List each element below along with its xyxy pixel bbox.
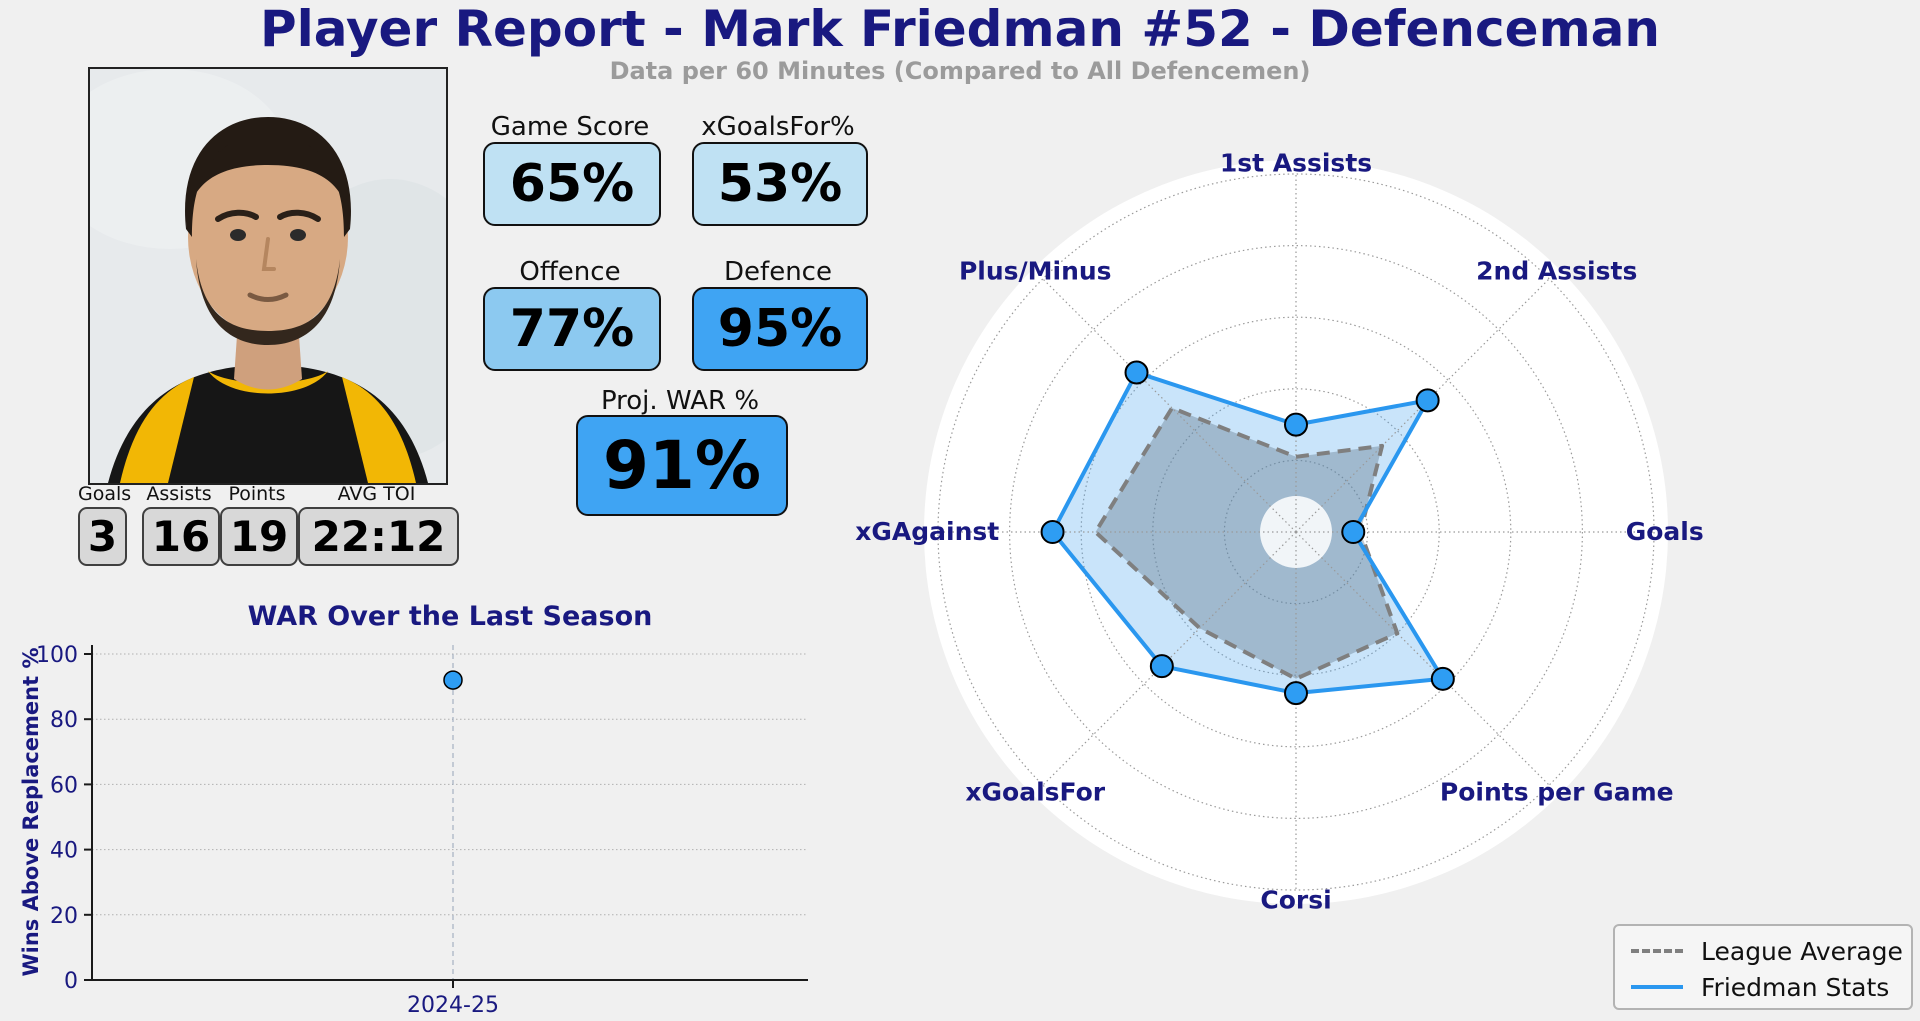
war-ytick: 0 xyxy=(64,969,78,994)
radar-marker-friedman xyxy=(1124,360,1149,385)
legend-label-friedman-stats: Friedman Stats xyxy=(1701,972,1890,1002)
radar-axis-label: xGoalsFor xyxy=(965,778,1105,807)
radar-marker-friedman xyxy=(1284,681,1308,706)
legend-dashed-line xyxy=(1631,949,1683,953)
legend-label-league-average: League Average xyxy=(1701,936,1903,966)
stat-label-xgoalsfor-pct: xGoalsFor% xyxy=(701,112,855,142)
war-chart-title: WAR Over the Last Season xyxy=(248,601,653,632)
player-photo xyxy=(88,67,448,485)
stat-label-defence: Defence xyxy=(724,257,832,287)
radar-marker-friedman xyxy=(1341,520,1366,544)
war-ytick: 20 xyxy=(50,904,78,929)
radar-axis-label: Points per Game xyxy=(1440,778,1674,807)
stat-box-proj-war: 91% xyxy=(576,415,788,516)
count-box-points: 19 xyxy=(220,507,298,566)
war-xtick: 2024-25 xyxy=(407,993,499,1018)
count-box-assists: 16 xyxy=(142,507,220,566)
war-ytick: 80 xyxy=(50,708,78,733)
page-title: Player Report - Mark Friedman #52 - Defe… xyxy=(259,0,1661,58)
radar-marker-friedman xyxy=(1284,412,1308,437)
war-data-point xyxy=(443,670,463,690)
radar-line-league xyxy=(1093,406,1400,681)
count-box-avg-toi: 22:12 xyxy=(298,507,459,566)
radar-chart: 1st Assists 2nd Assists Goals Points per Ga… xyxy=(840,110,1740,990)
war-scatter-svg: 0 20 40 60 80 100 2024-25 WAR Over the Last Sea… xyxy=(19,601,808,1018)
radar-legend: League Average Friedman Stats xyxy=(1613,924,1913,1010)
legend-solid-line xyxy=(1631,985,1683,989)
radar-axis-label: Plus/Minus xyxy=(959,256,1112,285)
radar-fill-friedman xyxy=(1052,372,1443,694)
stat-label-game-score: Game Score xyxy=(490,112,650,142)
legend-item-friedman-stats: Friedman Stats xyxy=(1631,972,1889,1002)
radar-axis-label: 1st Assists xyxy=(1220,148,1372,177)
stat-box-game-score: 65% xyxy=(483,142,661,226)
player-photo-art xyxy=(90,69,446,483)
war-ylabel: Wins Above Replacement % xyxy=(20,647,43,976)
radar-fill-league xyxy=(1095,408,1398,679)
radar-axis-label: 2nd Assists xyxy=(1476,256,1637,285)
radar-axis-label: Goals xyxy=(1626,517,1704,546)
radar-axis-label: Corsi xyxy=(1260,886,1331,915)
war-ytick: 100 xyxy=(36,643,78,668)
stat-box-xgoalsfor-pct: 53% xyxy=(692,142,868,226)
stat-label-proj-war: Proj. WAR % xyxy=(600,386,760,416)
legend-item-league-average: League Average xyxy=(1631,936,1903,966)
radar-axis-label: xGAgainst xyxy=(855,517,999,546)
stat-box-defence: 95% xyxy=(692,287,868,371)
count-label-avg-toi: AVG TOI xyxy=(337,483,416,505)
count-label-goals: Goals xyxy=(78,483,132,505)
page-subtitle: Data per 60 Minutes (Compared to All Def… xyxy=(609,57,1311,85)
count-label-assists: Assists xyxy=(146,483,212,505)
radar-svg: 1st Assists 2nd Assists Goals Points per Ga… xyxy=(855,148,1704,915)
count-box-goals: 3 xyxy=(78,507,127,566)
stat-box-offence: 77% xyxy=(483,287,661,371)
war-ytick: 60 xyxy=(50,773,78,798)
radar-marker-friedman xyxy=(1040,520,1065,544)
war-ytick: 40 xyxy=(50,839,78,864)
count-label-points: Points xyxy=(228,483,286,505)
war-scatter-chart: 0 20 40 60 80 100 2024-25 WAR Over the Last Sea… xyxy=(19,600,820,1021)
stat-label-offence: Offence xyxy=(519,257,621,287)
radar-marker-friedman xyxy=(1415,388,1440,413)
radar-marker-friedman xyxy=(1149,654,1174,679)
radar-marker-friedman xyxy=(1430,666,1455,691)
